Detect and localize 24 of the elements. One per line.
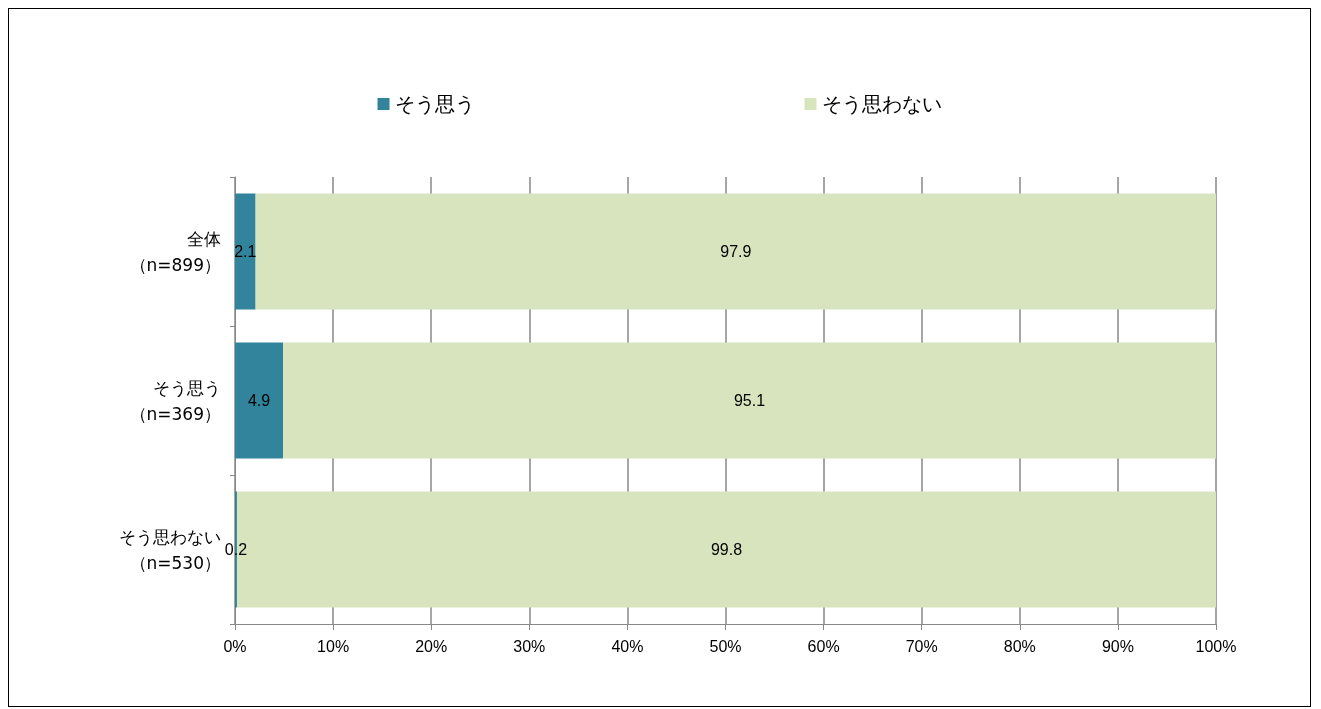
- x-tick-label: 70%: [905, 637, 938, 655]
- x-tick-label: 0%: [223, 637, 247, 655]
- y-tick-label: 全体（n=899）: [129, 228, 221, 275]
- data-label: 97.9: [720, 243, 752, 260]
- bar: [283, 342, 1216, 459]
- x-tick-label: 90%: [1101, 637, 1134, 655]
- x-tick-label: 80%: [1003, 637, 1036, 655]
- data-label: 95.1: [733, 392, 766, 409]
- bar: [235, 193, 256, 310]
- x-tick-label: 40%: [611, 637, 644, 655]
- x-tick-label: 50%: [709, 637, 742, 655]
- x-tick-label: 20%: [415, 637, 448, 655]
- x-tick-label: 30%: [513, 637, 546, 655]
- y-tick-label: そう思わない（n=530）: [119, 526, 221, 573]
- bar: [235, 342, 284, 459]
- x-tick-label: 100%: [1195, 637, 1237, 655]
- data-label: 99.8: [710, 541, 743, 558]
- x-tick-label: 60%: [807, 637, 840, 655]
- y-tick-label: そう思う（n=369）: [129, 377, 221, 424]
- bar: [255, 193, 1216, 310]
- data-label: 4.9: [247, 392, 271, 409]
- legend-label: そう思う: [394, 92, 475, 116]
- x-tick-label: 10%: [317, 637, 350, 655]
- legend-label: そう思わない: [821, 92, 942, 116]
